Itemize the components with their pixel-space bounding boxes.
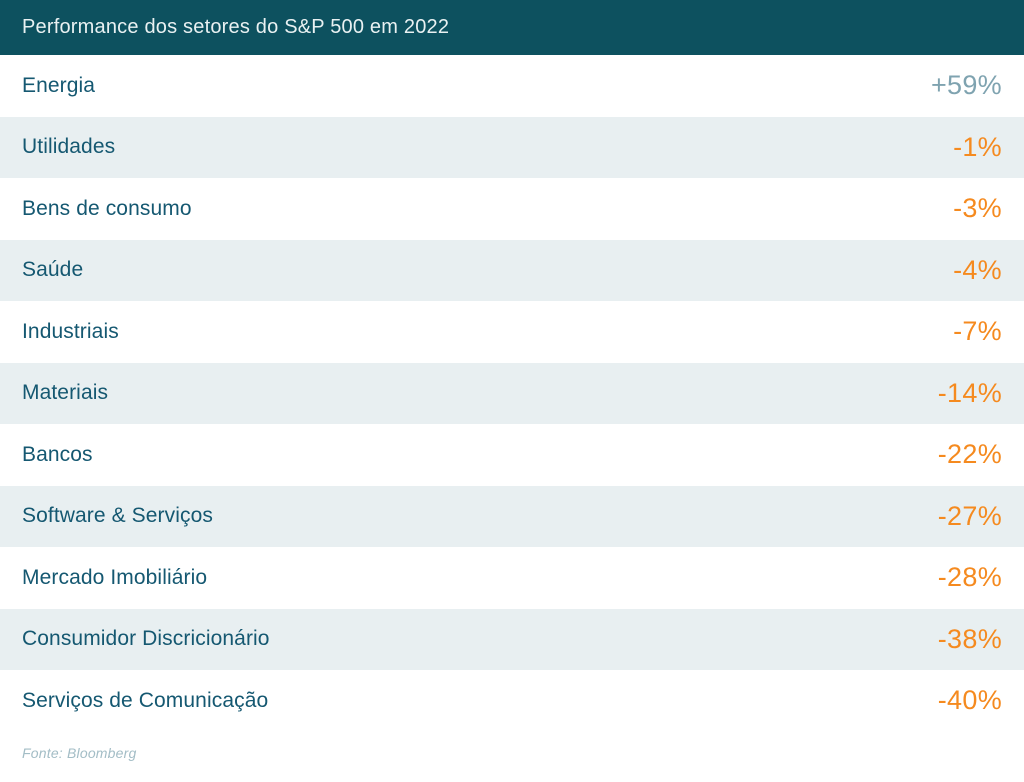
sector-name-label: Bancos <box>22 442 93 466</box>
sector-performance-value: -27% <box>937 500 1002 531</box>
table-row: Mercado Imobiliário -28% <box>0 547 1024 609</box>
sector-name-label: Serviços de Comunicação <box>22 688 269 712</box>
table-row: Utilidades -1% <box>0 116 1024 178</box>
sector-performance-value: +59% <box>930 70 1002 101</box>
sector-name-label: Saúde <box>22 258 84 282</box>
table-row: Energia +59% <box>0 55 1024 117</box>
sector-name-label: Utilidades <box>22 135 116 159</box>
table-row: Serviços de Comunicação -40% <box>0 670 1024 732</box>
sector-performance-value: -40% <box>937 685 1002 716</box>
sector-performance-value: -3% <box>953 193 1002 224</box>
sector-performance-value: -14% <box>937 377 1002 408</box>
table-header: Performance dos setores do S&P 500 em 20… <box>0 0 1024 55</box>
sector-performance-value: -28% <box>937 562 1002 593</box>
table-title: Performance dos setores do S&P 500 em 20… <box>22 16 450 38</box>
table-row: Saúde -4% <box>0 239 1024 301</box>
sector-name-label: Energia <box>22 73 96 97</box>
source-note: Fonte: Bloomberg <box>0 732 1024 782</box>
sector-performance-value: -4% <box>953 254 1002 285</box>
sector-name-label: Bens de consumo <box>22 196 192 220</box>
table-row: Bens de consumo -3% <box>0 178 1024 240</box>
sector-name-label: Software & Serviços <box>22 504 213 528</box>
table-row: Bancos -22% <box>0 424 1024 486</box>
table-row: Materiais -14% <box>0 362 1024 424</box>
table-body: Energia +59% Utilidades -1% Bens de cons… <box>0 55 1024 732</box>
sector-name-label: Mercado Imobiliário <box>22 565 208 589</box>
sector-name-label: Industriais <box>22 319 119 343</box>
sector-performance-value: -1% <box>953 131 1002 162</box>
sector-performance-value: -7% <box>953 316 1002 347</box>
table-row: Industriais -7% <box>0 301 1024 363</box>
source-text: Fonte: Bloomberg <box>22 744 137 761</box>
table-row: Consumidor Discricionário -38% <box>0 608 1024 670</box>
sector-performance-value: -22% <box>937 439 1002 470</box>
sector-name-label: Consumidor Discricionário <box>22 627 270 651</box>
table-row: Software & Serviços -27% <box>0 485 1024 547</box>
sector-name-label: Materiais <box>22 381 109 405</box>
sector-performance-value: -38% <box>937 623 1002 654</box>
